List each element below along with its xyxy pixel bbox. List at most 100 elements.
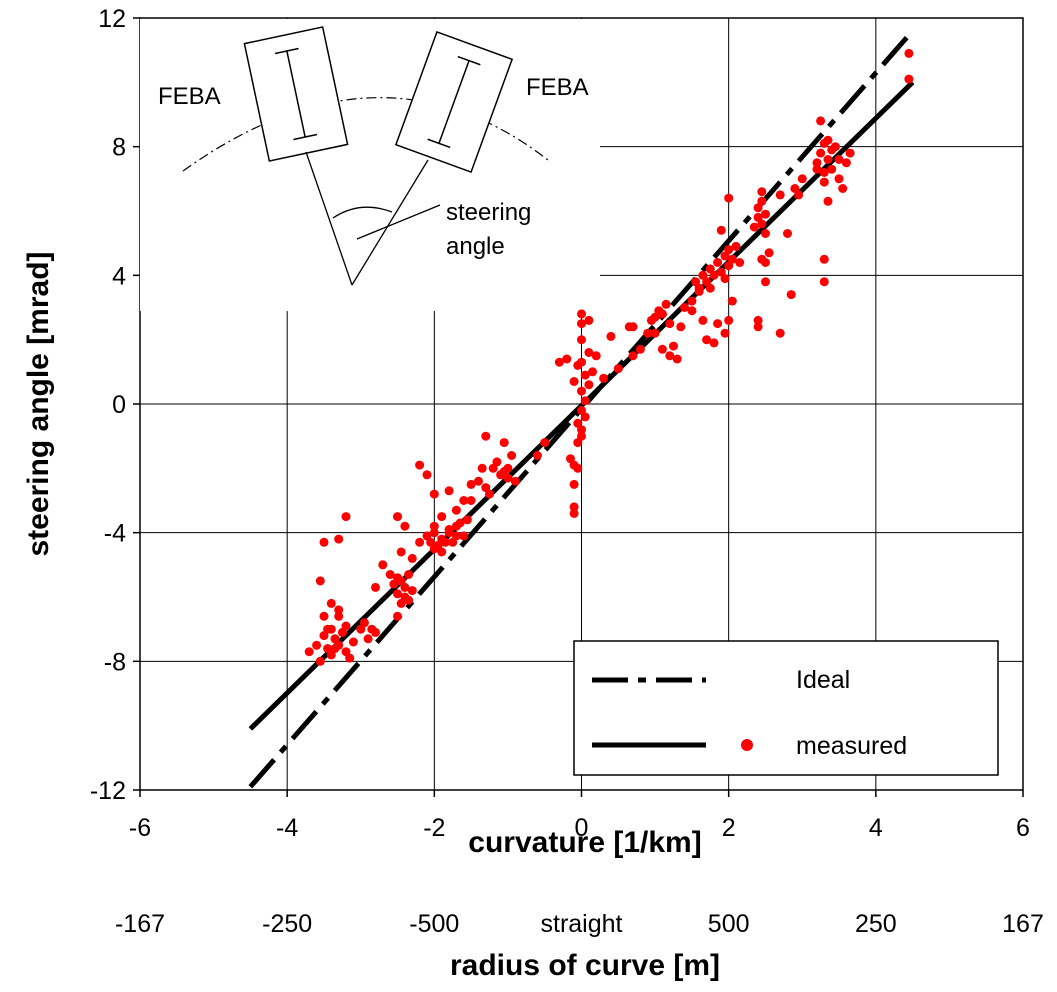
measured-point: [827, 164, 837, 174]
measured-point: [363, 634, 373, 644]
measured-point: [904, 74, 914, 84]
measured-point: [669, 341, 678, 351]
secondary-x-tick-label: 500: [708, 910, 750, 938]
measured-point: [348, 637, 358, 647]
measured-point: [385, 570, 395, 579]
measured-point: [812, 158, 822, 168]
secondary-x-tick-labels: -167 -250 -500 straight 500 250 167: [115, 910, 1044, 938]
x-tick-label: -4: [276, 814, 298, 842]
measured-point: [569, 479, 579, 489]
inset-label-left: FEBA: [158, 83, 221, 110]
measured-point: [783, 229, 792, 238]
measured-point: [661, 299, 671, 309]
measured-point: [628, 351, 638, 361]
measured-point: [819, 277, 829, 287]
measured-point: [319, 537, 329, 547]
measured-point: [709, 338, 719, 348]
measured-point: [757, 196, 767, 206]
measured-point: [694, 283, 704, 293]
inset-right-block: [394, 30, 514, 174]
measured-point: [698, 315, 708, 325]
legend-ideal-label: Ideal: [796, 666, 850, 694]
ideal-line: [248, 29, 915, 789]
measured-point: [334, 534, 344, 544]
measured-point: [753, 315, 763, 325]
measured-point: [577, 386, 586, 396]
measured-point: [577, 335, 586, 345]
measured-point: [665, 351, 675, 361]
y-tick-label: -8: [104, 648, 126, 676]
measured-point: [672, 354, 682, 364]
legend: Ideal measured: [573, 640, 999, 776]
measured-point: [569, 508, 579, 518]
measured-point: [407, 553, 417, 563]
measured-point: [451, 531, 461, 541]
measured-point: [613, 364, 623, 374]
measured-point: [584, 315, 594, 325]
measured-point: [577, 431, 586, 441]
measured-point: [359, 618, 369, 628]
measured-point: [635, 344, 645, 354]
secondary-x-tick-label: 167: [1002, 910, 1044, 938]
measured-point: [330, 644, 340, 653]
inset-left-block: [243, 26, 349, 162]
measured-point: [492, 457, 502, 467]
inset-label-right: FEBA: [526, 74, 589, 101]
measured-point: [819, 254, 829, 264]
x-tick-label: 6: [1016, 814, 1030, 842]
measured-point: [422, 470, 432, 480]
measured-point: [764, 248, 774, 258]
measured-point: [407, 586, 417, 596]
secondary-x-tick-label: -167: [115, 910, 165, 938]
measured-point: [437, 547, 447, 557]
inset-angle-pointer: [356, 204, 441, 240]
measured-point: [393, 512, 402, 522]
measured-point: [841, 158, 851, 168]
measured-point: [720, 274, 730, 284]
measured-point: [503, 473, 513, 483]
measured-point: [345, 653, 355, 663]
measured-point: [577, 425, 586, 435]
plot-frame: [139, 17, 1024, 791]
measured-point: [724, 315, 734, 325]
measured-point: [713, 258, 723, 267]
x-tick-label: 2: [722, 814, 736, 842]
measured-point: [569, 502, 579, 512]
measured-point: [731, 241, 741, 251]
measured-point: [326, 598, 336, 608]
measured-point: [838, 184, 848, 193]
measured-point: [485, 489, 494, 499]
measured-point: [819, 177, 829, 187]
measured-point: [429, 528, 439, 538]
measured-point: [812, 164, 822, 174]
measured-point: [757, 254, 767, 264]
measured-point: [599, 373, 609, 383]
secondary-x-tick-label: 250: [855, 910, 897, 938]
measured-point: [341, 512, 351, 522]
measured-point: [510, 476, 520, 486]
measured-point: [371, 627, 380, 637]
legend-measured-marker: [741, 739, 753, 751]
measured-point: [507, 451, 517, 460]
measured-point: [687, 296, 697, 306]
measured-point: [588, 367, 597, 377]
measured-point: [459, 531, 469, 541]
secondary-x-tick-label: -500: [409, 910, 459, 938]
inset-angle-arc: [332, 206, 393, 219]
measured-point: [455, 518, 465, 528]
inset-ray-left: [305, 151, 353, 286]
inset-ray-right: [351, 159, 429, 286]
measured-point: [451, 505, 461, 515]
measured-point: [720, 328, 730, 338]
measured-point: [606, 331, 616, 341]
y-tick-labels: 12 8 4 0 -4 -8 -12: [90, 5, 126, 805]
x-tick-label: -2: [423, 814, 445, 842]
measured-point: [400, 521, 410, 531]
inset-diagram: FEBA FEBA steering angle: [140, 19, 600, 311]
inset-angle-label-line2: angle: [446, 233, 505, 260]
y-axis-title: steering angle [mrad]: [22, 251, 55, 556]
measured-point: [816, 148, 826, 158]
measured-point: [713, 319, 723, 329]
x-tick-label: 4: [869, 814, 883, 842]
